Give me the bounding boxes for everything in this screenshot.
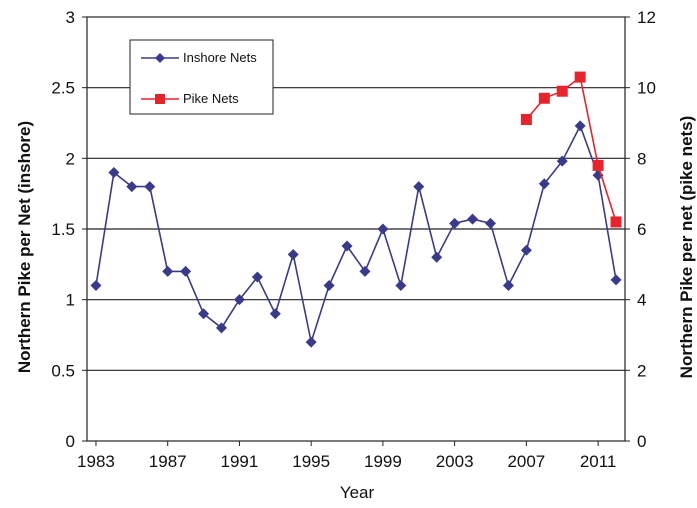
inshore-nets-point	[144, 181, 156, 193]
inshore-nets-point	[108, 166, 120, 178]
left-y-tick-label: 3	[66, 8, 75, 27]
legend-inshore-marker	[155, 53, 165, 63]
pike-nets-point	[592, 159, 604, 171]
inshore-nets-point	[90, 280, 102, 292]
inshore-nets-point	[126, 181, 138, 193]
inshore-nets-point	[216, 322, 227, 334]
left-y-ticks: 0 0.5 1 1.5 2 2.5 3	[51, 8, 87, 451]
inshore-nets-point	[269, 308, 281, 320]
right-y-axis-title: Northern Pike per net (pike nets)	[677, 116, 696, 379]
inshore-nets-point	[251, 271, 263, 283]
inshore-nets-point	[341, 240, 353, 252]
inshore-nets-point	[538, 178, 550, 190]
x-ticks: 1983 1987 1991 1995 1999 2003 2007 2011	[77, 441, 616, 471]
inshore-nets-point	[574, 120, 586, 132]
inshore-nets-point	[180, 265, 192, 277]
inshore-nets-point	[377, 223, 389, 235]
right-y-tick-label: 0	[637, 432, 646, 451]
pike-nets-point	[574, 71, 586, 83]
x-tick-label: 1983	[77, 452, 115, 471]
inshore-nets-point	[467, 213, 479, 225]
left-y-tick-label: 0	[66, 432, 75, 451]
series-layer	[90, 71, 622, 348]
left-y-tick-label: 2.5	[51, 79, 75, 98]
right-y-tick-label: 10	[637, 79, 656, 98]
x-tick-label: 2011	[580, 452, 617, 471]
right-y-tick-label: 8	[637, 149, 646, 168]
gridlines	[87, 87, 625, 371]
left-y-tick-label: 2	[66, 149, 75, 168]
right-y-ticks: 0 2 4 6 8 10 12	[625, 8, 656, 451]
inshore-nets-point	[502, 280, 514, 292]
inshore-nets-point	[305, 336, 317, 348]
legend-inshore-label: Inshore Nets	[183, 50, 257, 65]
right-y-tick-label: 4	[637, 291, 646, 310]
legend: Inshore Nets Pike Nets	[129, 39, 274, 115]
x-tick-label: 1991	[221, 452, 259, 471]
right-y-tick-label: 2	[637, 361, 646, 380]
left-y-tick-label: 0.5	[51, 361, 75, 380]
left-y-tick-label: 1	[66, 291, 75, 310]
pike-nets-point	[538, 92, 550, 104]
pike-nets-point	[556, 85, 568, 97]
x-tick-label: 1995	[292, 452, 330, 471]
x-tick-label: 2007	[507, 452, 545, 471]
inshore-nets-point	[287, 248, 299, 260]
x-tick-label: 1987	[149, 452, 187, 471]
inshore-nets-point	[610, 274, 622, 286]
pike-nets-point	[610, 216, 622, 228]
inshore-nets-point	[162, 265, 174, 277]
inshore-nets-point	[556, 155, 568, 167]
left-y-axis-title: Northern Pike per Net (inshore)	[15, 121, 34, 373]
right-y-tick-label: 12	[637, 8, 656, 27]
inshore-nets-point	[449, 217, 461, 229]
inshore-nets-point	[431, 251, 443, 263]
inshore-nets-point	[520, 244, 532, 256]
inshore-nets-point	[323, 280, 335, 292]
inshore-nets-point	[233, 294, 245, 306]
legend-pike-marker	[155, 94, 165, 104]
inshore-nets-point	[413, 181, 425, 193]
inshore-nets-point	[395, 280, 407, 292]
x-tick-label: 2003	[436, 452, 474, 471]
left-y-tick-label: 1.5	[51, 220, 75, 239]
inshore-nets-point	[359, 265, 371, 277]
right-y-tick-label: 6	[637, 220, 646, 239]
pike-nets-point	[520, 113, 532, 125]
inshore-nets-point	[198, 308, 210, 320]
legend-pike-label: Pike Nets	[183, 91, 239, 106]
x-axis-title: Year	[340, 483, 375, 502]
inshore-nets-point	[485, 217, 496, 229]
legend-box	[129, 39, 274, 115]
x-tick-label: 1999	[364, 452, 402, 471]
